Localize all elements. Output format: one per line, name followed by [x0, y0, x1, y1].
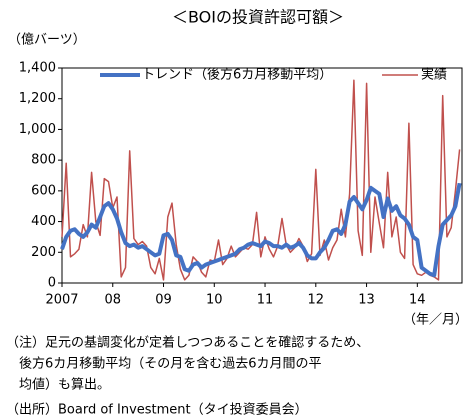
chart-title: ＜BOIの投資許認可額＞	[172, 8, 344, 27]
x-tick-label: 14	[409, 293, 426, 308]
note: 均値）も算出。	[6, 377, 110, 393]
x-tick-label: 11	[257, 293, 274, 308]
note: （注）足元の基調変化が定着しつつあることを確認するため、	[6, 335, 369, 351]
y-tick-label: 200	[31, 245, 56, 260]
note: （出所）Board of Investment（タイ投資委員会）	[6, 402, 308, 417]
x-axis-label: （年／月）	[403, 313, 468, 328]
x-tick-label: 09	[155, 293, 172, 308]
legend-label: トレンド（後方6カ月移動平均）	[142, 67, 332, 83]
series-line	[60, 182, 462, 278]
x-tick-label: 08	[104, 293, 121, 308]
y-tick-label: 400	[31, 214, 56, 229]
y-tick-label: 0	[48, 276, 56, 291]
x-tick-label: 12	[308, 293, 325, 308]
x-tick-label: 2007	[45, 293, 78, 308]
y-tick-label: 600	[31, 183, 56, 198]
x-tick-label: 13	[358, 293, 375, 308]
y-tick-label: 800	[31, 153, 56, 168]
legend-label: 実績	[421, 67, 447, 83]
y-tick-label: 1,000	[19, 122, 56, 137]
series-line	[61, 79, 461, 281]
y-axis-label: （億バーツ）	[8, 32, 86, 48]
y-tick-label: 1,400	[19, 61, 56, 76]
plot-frame	[61, 67, 463, 284]
x-tick-label: 10	[206, 293, 223, 308]
y-tick-label: 1,200	[19, 91, 56, 106]
note: 後方6カ月移動平均（その月を含む過去6カ月間の平	[6, 356, 322, 372]
